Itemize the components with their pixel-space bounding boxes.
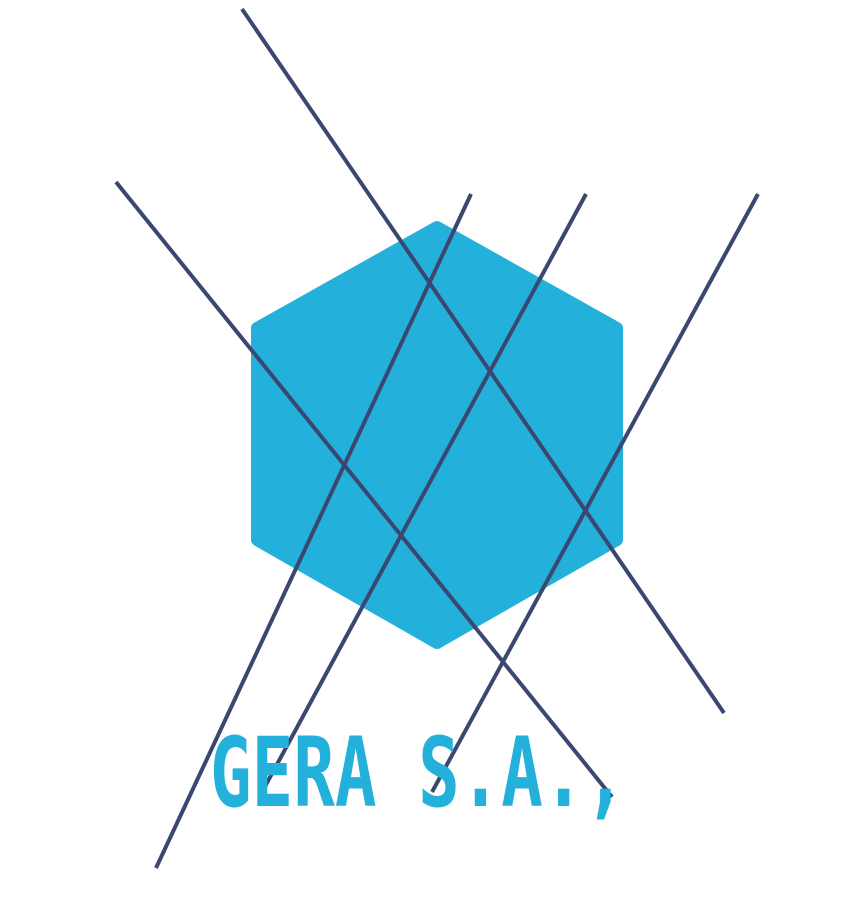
diagonal-line-3	[154, 193, 473, 869]
company-name: GERA S.A.,	[210, 717, 627, 829]
hexagon-shape	[251, 221, 623, 649]
crossing-lines	[114, 7, 760, 869]
diagonal-line-1	[240, 7, 726, 715]
diagonal-line-5	[430, 193, 760, 793]
diagonal-line-4	[260, 193, 588, 793]
diagonal-line-2	[114, 180, 614, 799]
